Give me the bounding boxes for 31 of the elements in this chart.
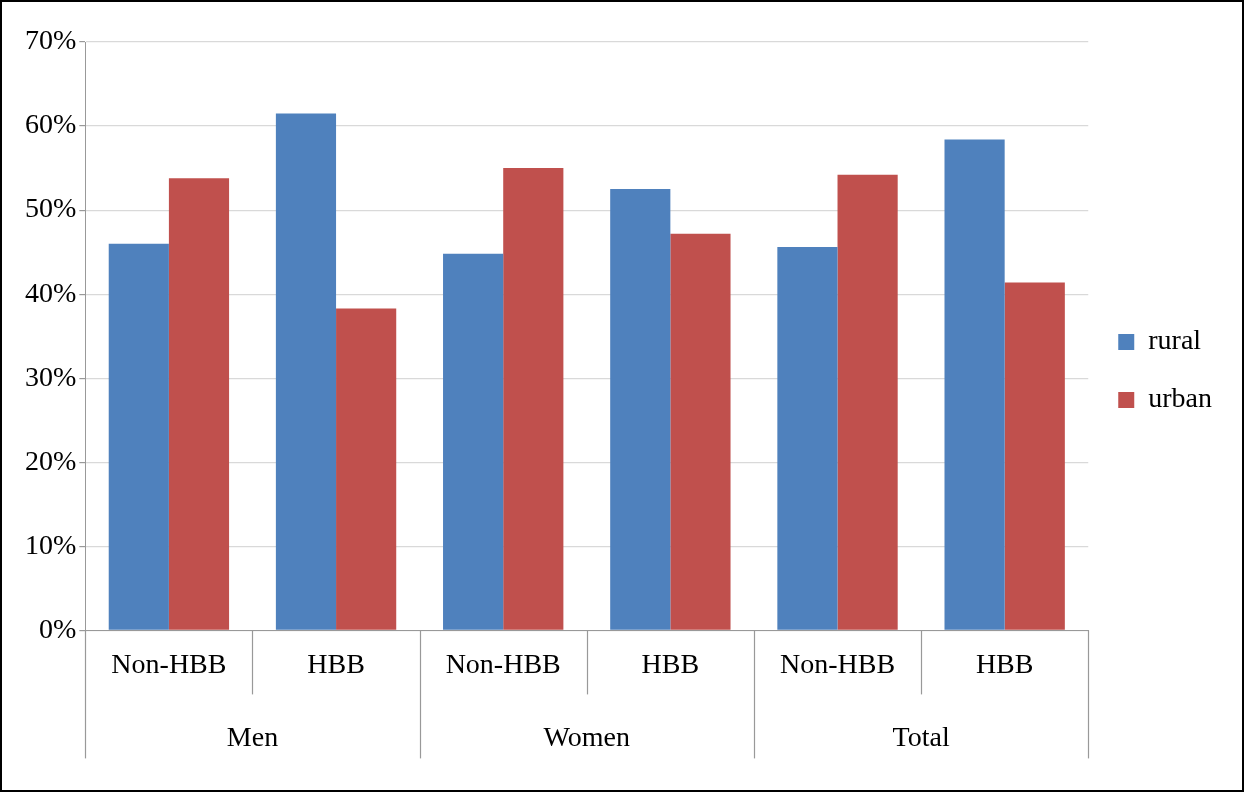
bar bbox=[944, 139, 1005, 630]
x-tick-label: HBB bbox=[641, 647, 700, 679]
text: Women bbox=[543, 720, 630, 752]
y-tick-label: 20% bbox=[25, 444, 77, 476]
x-tick-label: HBB bbox=[307, 647, 365, 679]
y-tick-label: 40% bbox=[25, 276, 77, 308]
bar bbox=[837, 174, 898, 630]
bar bbox=[443, 253, 504, 630]
bar bbox=[275, 113, 337, 630]
y-tick-label: 60% bbox=[25, 108, 77, 140]
text: Men bbox=[226, 720, 279, 752]
bar bbox=[1004, 282, 1065, 630]
bar bbox=[168, 178, 230, 630]
bar bbox=[777, 247, 838, 630]
bar bbox=[108, 243, 169, 630]
bar bbox=[610, 189, 671, 630]
bar bbox=[503, 168, 564, 630]
legend-label: urban bbox=[1148, 382, 1213, 414]
bar bbox=[670, 233, 731, 630]
y-tick-label: 10% bbox=[25, 528, 77, 560]
text: Total bbox=[892, 720, 950, 752]
x-tick-label: Non-HBB bbox=[111, 647, 227, 679]
legend-label: rural bbox=[1148, 324, 1202, 356]
y-tick-label: 0% bbox=[39, 612, 77, 644]
y-tick-label: 50% bbox=[25, 192, 77, 224]
x-tick-label: HBB bbox=[975, 647, 1034, 679]
x-tick-label: Non-HBB bbox=[779, 647, 896, 679]
y-tick-label: 30% bbox=[25, 360, 77, 392]
y-tick-label: 70% bbox=[25, 24, 77, 56]
bar bbox=[336, 308, 397, 630]
x-tick-label: Non-HBB bbox=[445, 647, 561, 679]
